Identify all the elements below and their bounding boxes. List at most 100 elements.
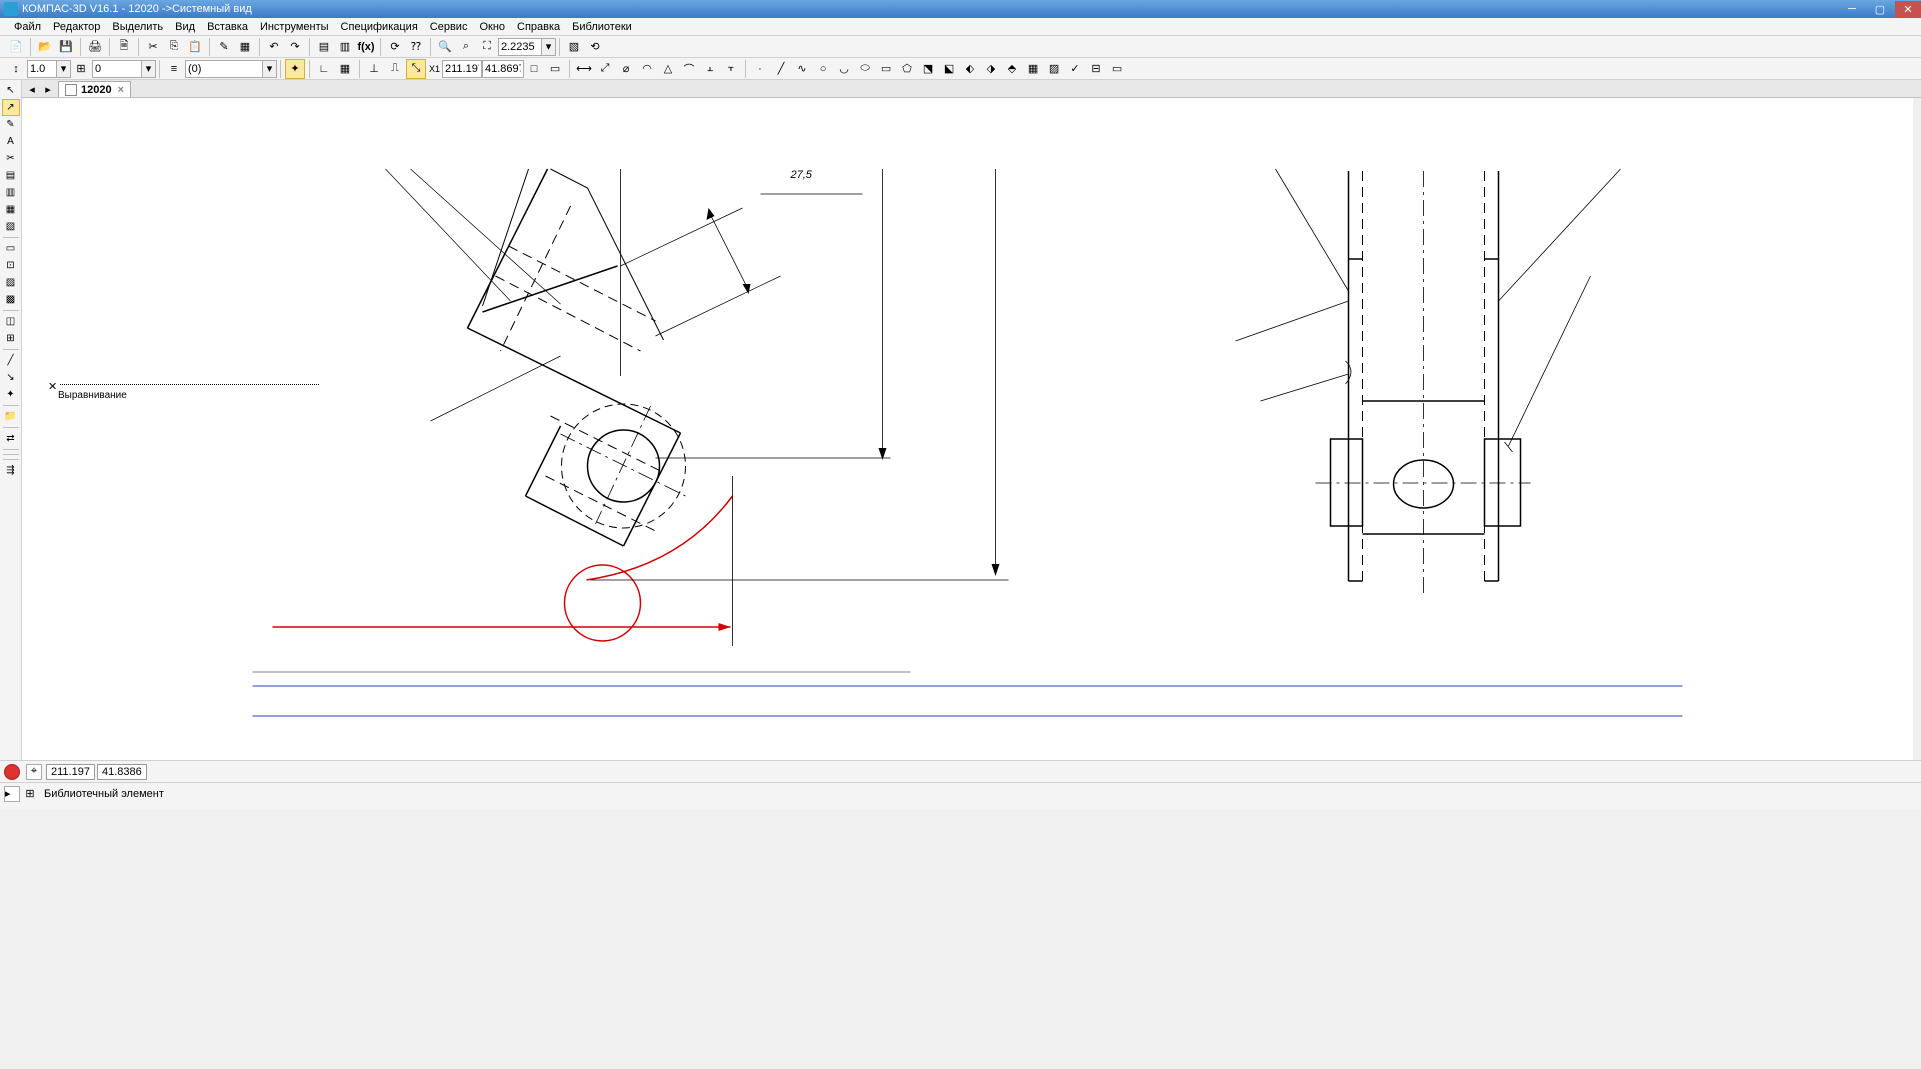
menu-library[interactable]: Библиотеки xyxy=(566,21,638,33)
sb-select[interactable]: ↖ xyxy=(2,82,20,99)
minimize-button[interactable]: ─ xyxy=(1839,1,1865,17)
t4-btn[interactable]: ⬗ xyxy=(981,59,1001,79)
sb-sel[interactable]: ▦ xyxy=(2,201,20,218)
dim-base[interactable]: ⫠ xyxy=(700,59,720,79)
dim-arc[interactable]: ⌒ xyxy=(679,59,699,79)
step-btn[interactable]: ⎍ xyxy=(385,59,405,79)
sb-assoc[interactable]: ▩ xyxy=(2,291,20,308)
linewidth-input[interactable] xyxy=(27,60,57,78)
menu-service[interactable]: Сервис xyxy=(424,21,474,33)
spline-btn[interactable]: ∿ xyxy=(792,59,812,79)
sb-f[interactable]: ⇶ xyxy=(2,462,20,479)
layer-input[interactable] xyxy=(185,60,263,78)
print-button[interactable]: 🖨 xyxy=(85,37,105,57)
axis-btn[interactable]: ⊥ xyxy=(364,59,384,79)
help-cursor-button[interactable]: ⁇ xyxy=(406,37,426,57)
sb-a[interactable]: ╱ xyxy=(2,352,20,369)
canvas[interactable]: 27,5 xyxy=(22,98,1913,760)
manager-button[interactable]: ▤ xyxy=(314,37,334,57)
tab-close[interactable]: × xyxy=(118,84,124,96)
new-button[interactable]: 📄 xyxy=(6,37,26,57)
sb-param[interactable]: ▤ xyxy=(2,167,20,184)
t6-btn[interactable]: ▦ xyxy=(1023,59,1043,79)
t1-btn[interactable]: ⬔ xyxy=(918,59,938,79)
menu-help[interactable]: Справка xyxy=(511,21,566,33)
zoom-window-button[interactable]: ⌕ xyxy=(456,37,476,57)
sb-text[interactable]: A xyxy=(2,133,20,150)
sb-aux[interactable]: ⊡ xyxy=(2,257,20,274)
undo-button[interactable]: ↶ xyxy=(264,37,284,57)
document-tab[interactable]: 12020 × xyxy=(58,81,131,97)
dim-linear[interactable]: ⟷ xyxy=(574,59,594,79)
zoom-input[interactable] xyxy=(498,38,542,56)
cut-button[interactable]: ✂ xyxy=(143,37,163,57)
stop-icon[interactable] xyxy=(4,764,20,780)
panel-close-icon[interactable]: ✕ xyxy=(48,380,60,392)
dim-rad[interactable]: ◠ xyxy=(637,59,657,79)
menu-file[interactable]: Файл xyxy=(8,21,47,33)
menu-select[interactable]: Выделить xyxy=(106,21,169,33)
rect-btn[interactable]: ▭ xyxy=(876,59,896,79)
tab-prev[interactable]: ◂ xyxy=(24,81,40,97)
save-button[interactable]: 💾 xyxy=(56,37,76,57)
layer-btn[interactable]: ≡ xyxy=(164,59,184,79)
line-btn[interactable]: ╱ xyxy=(771,59,791,79)
sb-c[interactable]: ✦ xyxy=(2,386,20,403)
ortho-btn[interactable]: ∟ xyxy=(314,59,334,79)
sb-edit[interactable]: ✂ xyxy=(2,150,20,167)
preview-button[interactable]: 🗎 xyxy=(114,37,134,57)
snap-btn[interactable]: ✦ xyxy=(285,59,305,79)
menu-view[interactable]: Вид xyxy=(169,21,201,33)
zoom-fit-button[interactable]: ⛶ xyxy=(477,37,497,57)
sb-hatch[interactable]: ▨ xyxy=(2,274,20,291)
arc-btn[interactable]: ◡ xyxy=(834,59,854,79)
dim-diam[interactable]: ⌀ xyxy=(616,59,636,79)
sb-spec[interactable]: ▧ xyxy=(2,218,20,235)
tab-next[interactable]: ▸ xyxy=(40,81,56,97)
circ-btn[interactable]: ○ xyxy=(813,59,833,79)
menu-spec[interactable]: Спецификация xyxy=(335,21,424,33)
t5-btn[interactable]: ⬘ xyxy=(1002,59,1022,79)
grid-btn[interactable]: ▦ xyxy=(335,59,355,79)
menu-tools[interactable]: Инструменты xyxy=(254,21,335,33)
offset-input[interactable] xyxy=(92,60,142,78)
props-button[interactable]: ✎ xyxy=(214,37,234,57)
t3-btn[interactable]: ⬖ xyxy=(960,59,980,79)
coord-btn2[interactable]: ▭ xyxy=(545,59,565,79)
style-btn[interactable]: ↕ xyxy=(6,59,26,79)
lib-elem-label[interactable]: Библиотечный элемент xyxy=(40,787,168,801)
copy-button[interactable]: ⎘ xyxy=(164,37,184,57)
sb-meas[interactable]: ▥ xyxy=(2,184,20,201)
sb-view[interactable]: ▭ xyxy=(2,240,20,257)
render-button[interactable]: ▧ xyxy=(564,37,584,57)
ell-btn[interactable]: ⬭ xyxy=(855,59,875,79)
fx-button[interactable]: f(x) xyxy=(356,37,376,57)
zoom-dropdown[interactable]: ▾ xyxy=(542,38,556,56)
vars-button[interactable]: ▥ xyxy=(335,37,355,57)
open-button[interactable]: 📂 xyxy=(35,37,55,57)
redraw-button[interactable]: ⟲ xyxy=(585,37,605,57)
linewidth-dd[interactable]: ▾ xyxy=(57,60,71,78)
t9-btn[interactable]: ⊟ xyxy=(1086,59,1106,79)
zoom-in-button[interactable]: 🔍 xyxy=(435,37,455,57)
table-button[interactable]: ▦ xyxy=(235,37,255,57)
sb-b[interactable]: ↘ xyxy=(2,369,20,386)
offset-icon[interactable]: ⊞ xyxy=(71,59,91,79)
sb-e[interactable]: ⇄ xyxy=(2,430,20,447)
layer-dd[interactable]: ▾ xyxy=(263,60,277,78)
point-btn[interactable]: · xyxy=(750,59,770,79)
sb-d[interactable]: 📁 xyxy=(2,408,20,425)
refresh-button[interactable]: ⟳ xyxy=(385,37,405,57)
t10-btn[interactable]: ▭ xyxy=(1107,59,1127,79)
close-button[interactable]: ✕ xyxy=(1895,1,1921,17)
menu-window[interactable]: Окно xyxy=(473,21,511,33)
t7-btn[interactable]: ▨ xyxy=(1044,59,1064,79)
track-btn[interactable]: ⤡ xyxy=(406,59,426,79)
redo-button[interactable]: ↷ xyxy=(285,37,305,57)
poly-btn[interactable]: ⬠ xyxy=(897,59,917,79)
t8-btn[interactable]: ✓ xyxy=(1065,59,1085,79)
dim-chain[interactable]: ⫟ xyxy=(721,59,741,79)
y-input[interactable] xyxy=(482,60,524,78)
offset-dd[interactable]: ▾ xyxy=(142,60,156,78)
sb-rep[interactable]: ⊞ xyxy=(2,330,20,347)
